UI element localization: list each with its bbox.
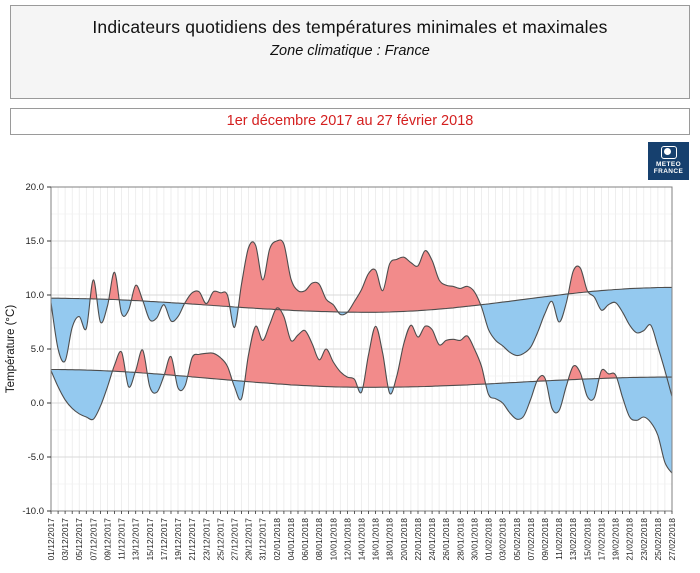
logo-line2: FRANCE: [653, 168, 684, 175]
tmin-observed-line: [50, 307, 673, 474]
x-tick-label: 24/01/2018: [427, 518, 437, 561]
x-tick-label: 14/01/2018: [357, 518, 367, 561]
x-tick-label: 01/12/2017: [46, 518, 56, 561]
x-axis: 01/12/2017 03/12/2017 05/12/2017 07/12/2017…: [46, 511, 677, 561]
logo-line1: METEO: [655, 161, 682, 168]
x-tick-label: 19/12/2017: [173, 518, 183, 561]
y-tick-label: 5.0: [31, 344, 44, 355]
x-tick-label: 17/02/2018: [596, 518, 606, 561]
meteo-france-logo: METEO FRANCE: [648, 142, 689, 180]
x-tick-label: 01/02/2018: [484, 518, 494, 561]
x-tick-label: 10/01/2018: [328, 518, 338, 561]
x-tick-label: 27/12/2017: [230, 518, 240, 561]
x-tick-label: 25/02/2018: [653, 518, 663, 561]
x-tick-label: 17/12/2017: [159, 518, 169, 561]
x-tick-label: 29/12/2017: [244, 518, 254, 561]
x-tick-label: 03/12/2017: [60, 518, 70, 561]
x-tick-label: 21/02/2018: [625, 518, 635, 561]
x-tick-label: 11/02/2018: [554, 518, 564, 560]
x-tick-label: 13/12/2017: [131, 518, 141, 561]
meteo-france-icon: [660, 146, 677, 159]
x-tick-label: 03/02/2018: [498, 518, 508, 561]
x-tick-label: 04/01/2018: [286, 518, 296, 561]
x-tick-label: 15/02/2018: [582, 518, 592, 561]
x-tick-label: 23/12/2017: [201, 518, 211, 561]
x-tick-label: 09/12/2017: [103, 518, 113, 561]
x-tick-label: 18/01/2018: [385, 518, 395, 561]
y-tick-label: 10.0: [26, 290, 45, 301]
chart-series: [50, 239, 673, 474]
header-box: Indicateurs quotidiens des températures …: [10, 5, 690, 99]
x-tick-label: 06/01/2018: [300, 518, 310, 561]
tmin-below-normal-area: [51, 369, 672, 474]
x-tick-label: 23/02/2018: [639, 518, 649, 561]
x-tick-label: 30/01/2018: [469, 518, 479, 561]
x-tick-label: 19/02/2018: [611, 518, 621, 561]
x-tick-label: 13/02/2018: [568, 518, 578, 561]
page-title: Indicateurs quotidiens des températures …: [92, 17, 608, 37]
period-box: 1er décembre 2017 au 27 février 2018: [10, 108, 690, 135]
x-tick-label: 02/01/2018: [272, 518, 282, 561]
page-subtitle: Zone climatique : France: [270, 43, 430, 59]
y-tick-label: 15.0: [26, 236, 45, 247]
y-axis: 20.0 15.0 10.0 5.0 0.0 -5.0 -10.0 Température (…: [5, 182, 51, 517]
y-tick-label: -5.0: [28, 452, 44, 463]
x-tick-label: 07/12/2017: [88, 518, 98, 561]
period-label: 1er décembre 2017 au 27 février 2018: [226, 113, 474, 129]
x-tick-label: 20/01/2018: [399, 518, 409, 561]
y-tick-label: 0.0: [31, 398, 44, 409]
x-tick-label: 31/12/2017: [258, 518, 268, 561]
x-tick-label: 27/02/2018: [667, 518, 677, 561]
tmax-observed-line: [50, 239, 673, 397]
x-tick-label: 05/02/2018: [512, 518, 522, 561]
x-tick-label: 08/01/2018: [314, 518, 324, 561]
meteo-france-crescent-icon: [663, 148, 671, 155]
x-tick-label: 28/01/2018: [455, 518, 465, 561]
x-tick-label: 15/12/2017: [145, 518, 155, 561]
x-tick-label: 05/12/2017: [74, 518, 84, 561]
x-tick-label: 26/01/2018: [441, 518, 451, 561]
x-tick-label: 07/02/2018: [526, 518, 536, 561]
y-axis-title: Température (°C): [5, 305, 17, 393]
x-tick-label: 12/01/2018: [342, 518, 352, 561]
tmax-below-normal-area: [51, 287, 672, 397]
x-tick-label: 25/12/2017: [215, 518, 225, 561]
x-tick-label: 22/01/2018: [413, 518, 423, 561]
x-tick-label: 09/02/2018: [540, 518, 550, 561]
y-tick-label: 20.0: [26, 182, 45, 193]
x-tick-label: 21/12/2017: [187, 518, 197, 561]
x-tick-label: 16/01/2018: [371, 518, 381, 561]
x-tick-label: 11/12/2017: [117, 518, 127, 560]
y-tick-label: -10.0: [22, 506, 44, 517]
grid: [50, 187, 673, 511]
